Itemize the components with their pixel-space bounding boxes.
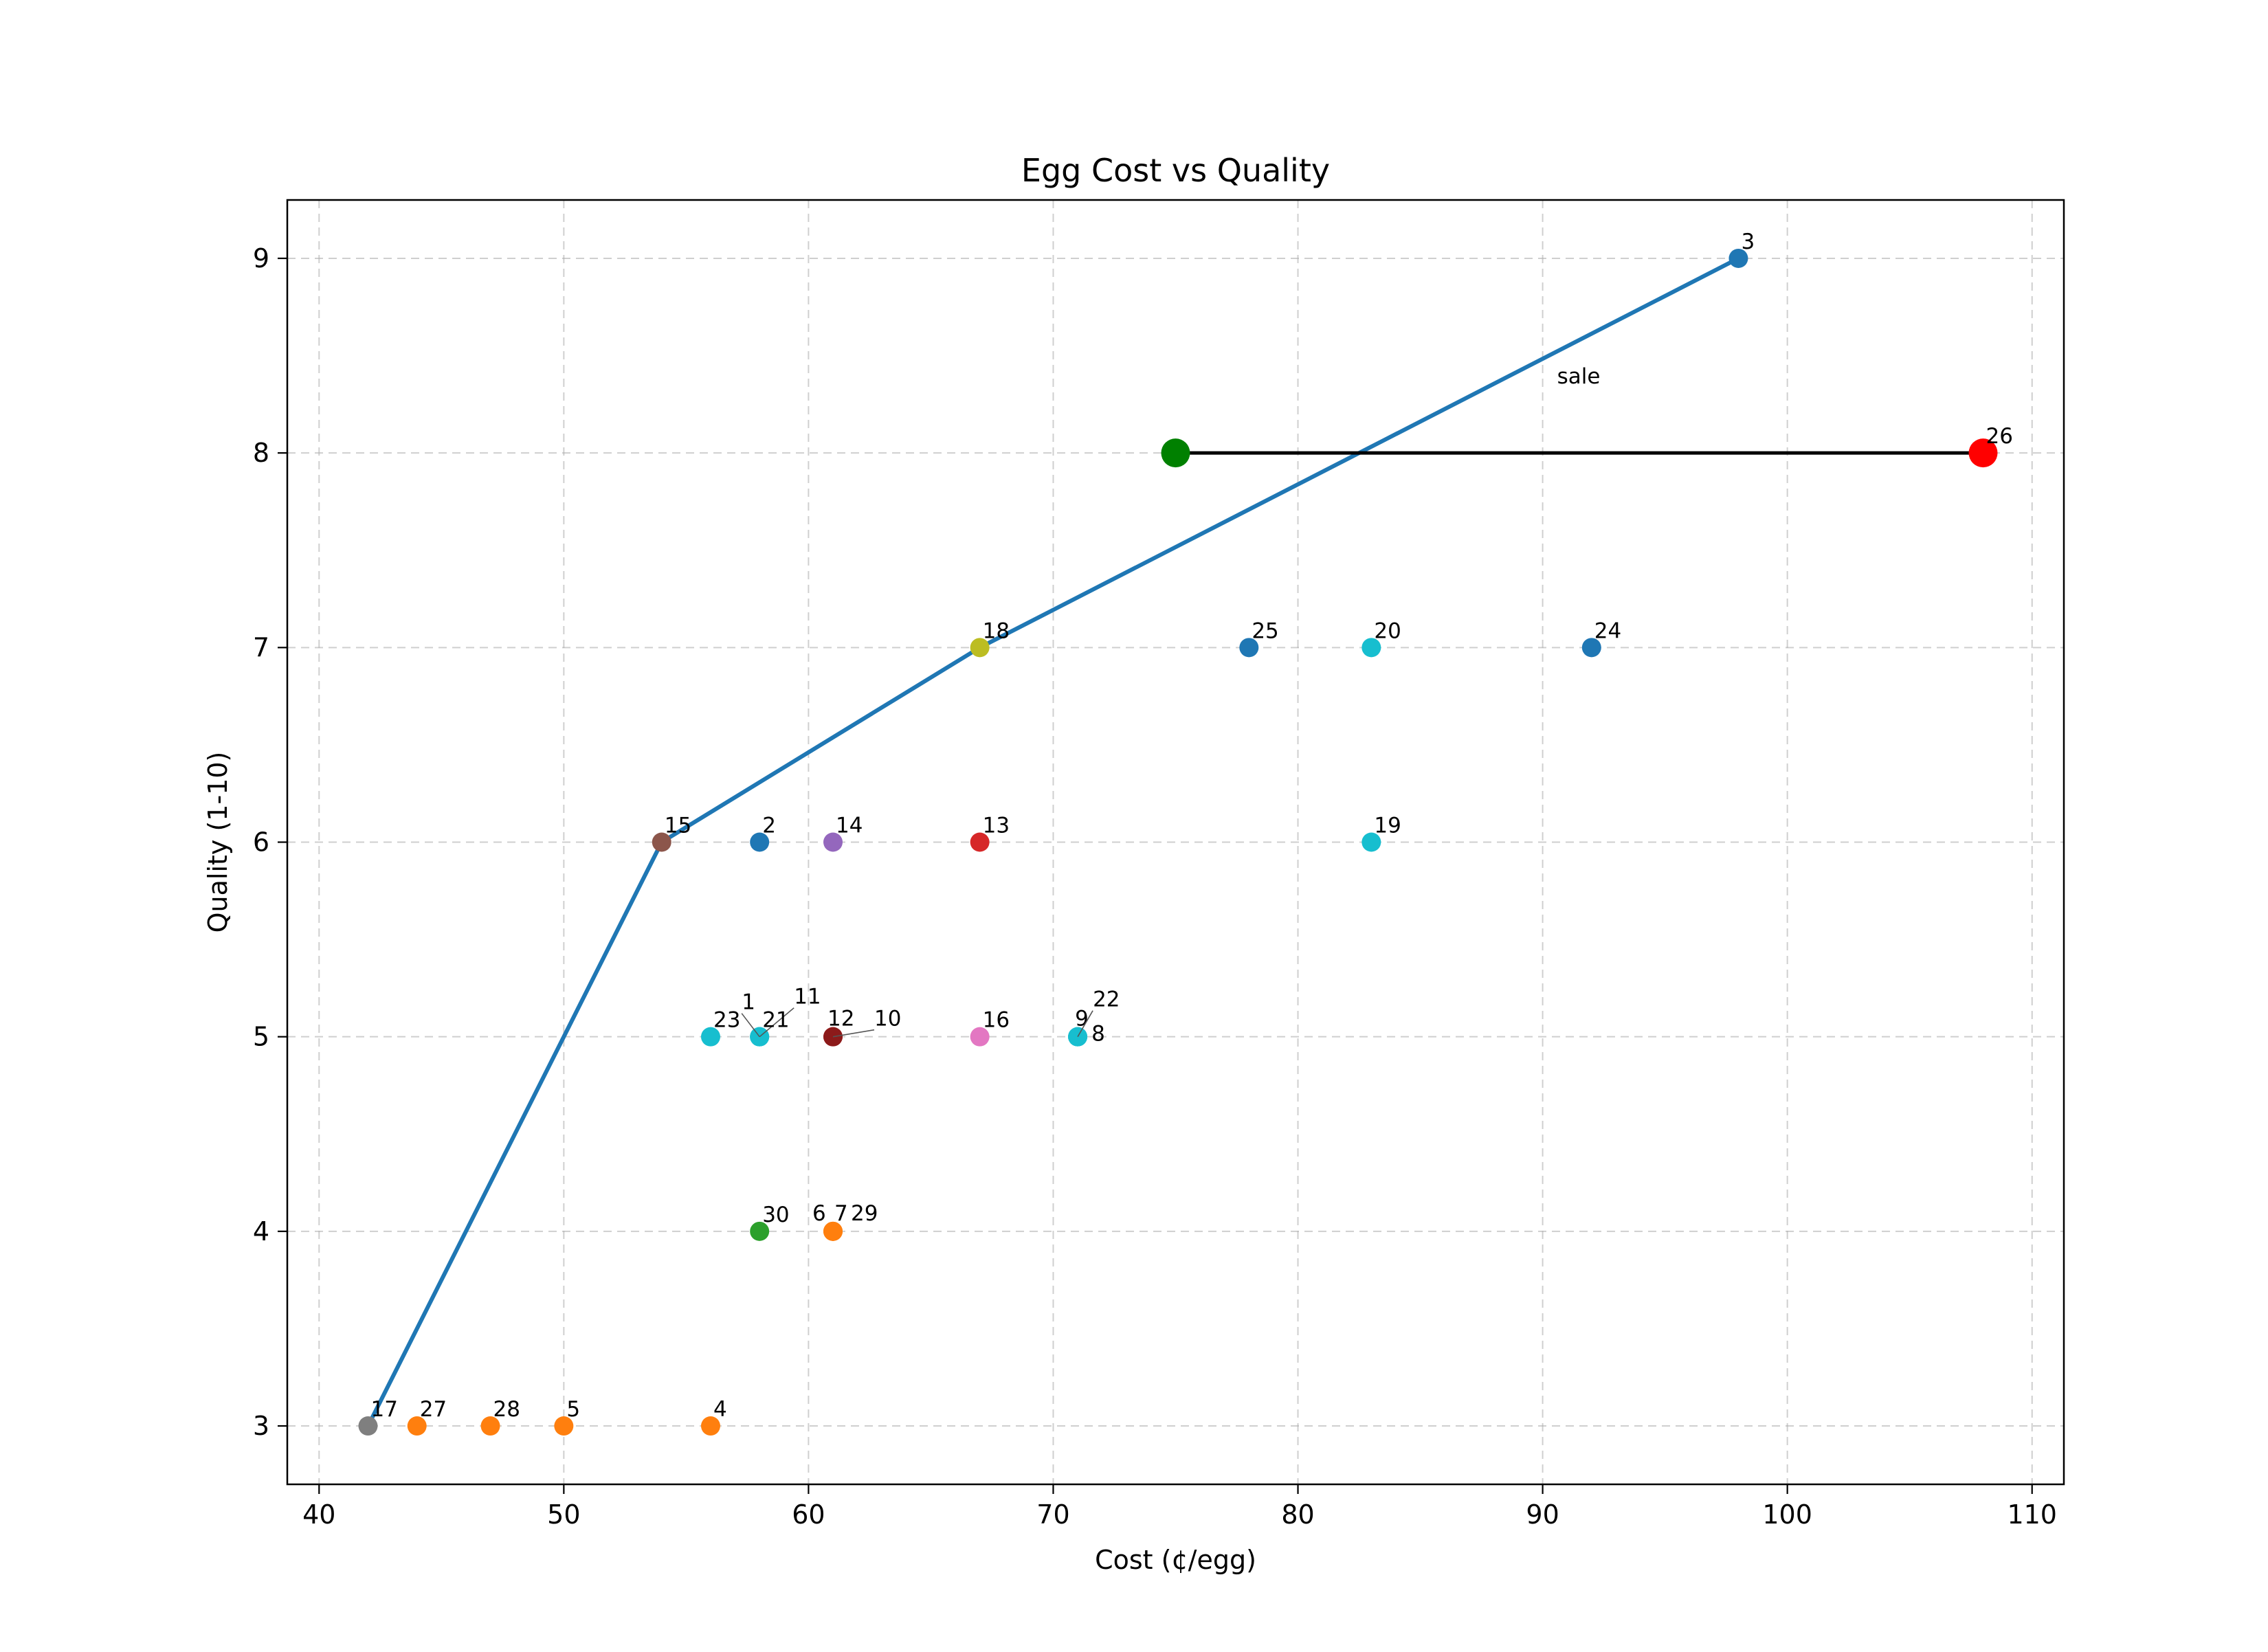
point-label-26: 26 — [1986, 424, 2013, 449]
data-point-16 — [970, 1027, 990, 1047]
annotation-group: sale — [1188, 364, 1983, 453]
chart-title: Egg Cost vs Quality — [1021, 152, 1330, 189]
x-tick-label-110: 110 — [2007, 1499, 2057, 1530]
x-axis-label: Cost (¢/egg) — [1095, 1545, 1256, 1575]
point-label-30: 30 — [762, 1203, 789, 1227]
x-tick-label-90: 90 — [1526, 1499, 1559, 1530]
data-point-20 — [1361, 638, 1381, 658]
data-point-27 — [407, 1416, 427, 1436]
leader-line-1 — [741, 1013, 760, 1038]
y-tick-label-4: 4 — [253, 1216, 269, 1247]
point-label-15: 15 — [665, 814, 691, 838]
point-label-20: 20 — [1374, 618, 1401, 643]
point-label-18: 18 — [983, 618, 1010, 643]
point-label-4: 4 — [713, 1397, 727, 1422]
data-point-24 — [1581, 638, 1601, 658]
x-tick-label-60: 60 — [792, 1499, 825, 1530]
point-label-16: 16 — [983, 1008, 1010, 1033]
point-label-29: 29 — [851, 1201, 878, 1226]
point-label-8: 8 — [1091, 1022, 1105, 1047]
data-point-2 — [750, 832, 770, 852]
x-tick-label-80: 80 — [1281, 1499, 1314, 1530]
data-point-19 — [1361, 832, 1381, 852]
data-point-17 — [358, 1416, 378, 1436]
point-label-10: 10 — [874, 1007, 901, 1031]
point-label-19: 19 — [1374, 814, 1401, 838]
x-tick-label-40: 40 — [302, 1499, 335, 1530]
y-tick-label-5: 5 — [253, 1022, 269, 1052]
point-label-28: 28 — [493, 1397, 520, 1422]
data-point-26 — [1968, 438, 1998, 468]
x-tick-label-100: 100 — [1762, 1499, 1812, 1530]
y-tick-label-9: 9 — [253, 243, 269, 274]
point-label-9: 9 — [1075, 1007, 1089, 1031]
data-point-30 — [750, 1221, 770, 1241]
x-tick-label-70: 70 — [1036, 1499, 1069, 1530]
point-label-5: 5 — [566, 1397, 580, 1422]
point-label-14: 14 — [836, 814, 863, 838]
point-label-27: 27 — [420, 1397, 447, 1422]
point-label-3: 3 — [1741, 230, 1755, 254]
leader-line-11 — [759, 1007, 794, 1038]
point-label-7: 7 — [834, 1201, 848, 1226]
y-tick-label-8: 8 — [253, 438, 269, 468]
point-label-1: 1 — [742, 990, 755, 1015]
data-point-23 — [700, 1027, 720, 1047]
point-label-12: 12 — [827, 1007, 854, 1031]
point-label-11: 11 — [794, 985, 821, 1009]
data-point-5 — [554, 1416, 574, 1436]
point-label-25: 25 — [1252, 618, 1278, 643]
y-axis-label: Quality (1-10) — [203, 752, 233, 933]
leader-line-22 — [1077, 1010, 1093, 1038]
y-tick-label-3: 3 — [253, 1411, 269, 1441]
data-point-25 — [1239, 638, 1259, 658]
point-label-24: 24 — [1594, 618, 1621, 643]
data-point-28 — [480, 1416, 500, 1436]
grid — [287, 200, 2064, 1484]
point-label-17: 17 — [371, 1397, 398, 1422]
point-label-13: 13 — [983, 814, 1010, 838]
data-point-15 — [652, 832, 671, 852]
point-label-23: 23 — [713, 1008, 740, 1033]
data-point-18 — [970, 638, 990, 658]
y-tick-label-6: 6 — [253, 827, 269, 858]
sale-annotation-label: sale — [1557, 364, 1601, 389]
point-label-2: 2 — [762, 814, 776, 838]
x-tick-label-50: 50 — [547, 1499, 580, 1530]
point-label-22: 22 — [1093, 987, 1120, 1012]
data-point-13 — [970, 832, 990, 852]
data-point-29 — [823, 1221, 843, 1241]
data-point-4 — [700, 1416, 720, 1436]
data-point-3 — [1728, 248, 1748, 268]
data-point-14 — [823, 832, 843, 852]
data-points — [358, 248, 1998, 1436]
sale-point — [1161, 438, 1190, 468]
point-label-6: 6 — [812, 1201, 826, 1226]
y-tick-label-7: 7 — [253, 632, 269, 662]
leader-line-10 — [832, 1029, 875, 1038]
point-label-21: 21 — [762, 1008, 789, 1033]
